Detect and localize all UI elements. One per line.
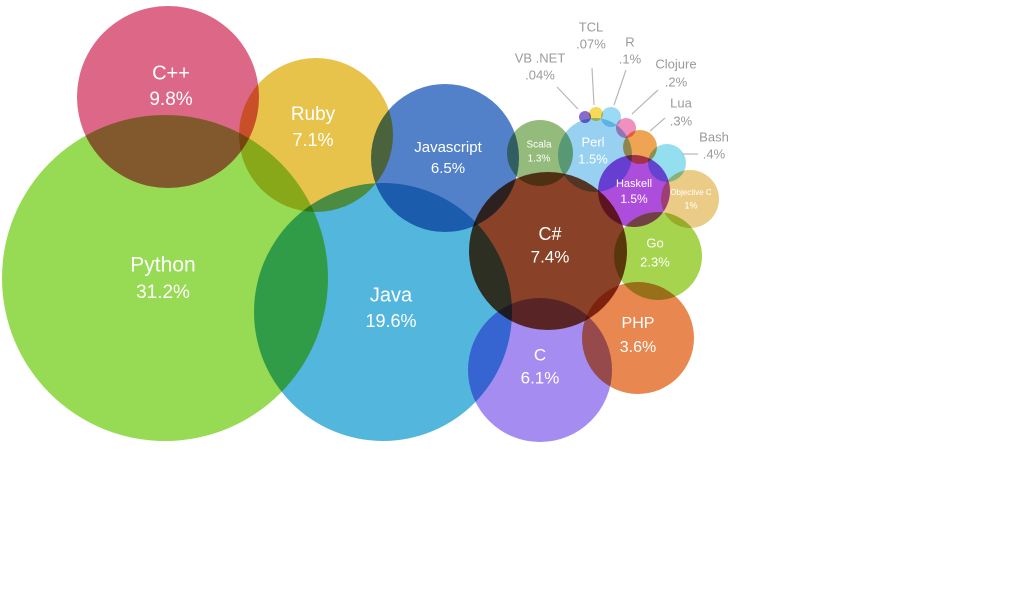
bubble-label-javascript: Javascript (414, 139, 482, 156)
bubble-label-c-plus-plus: C++ (152, 62, 190, 84)
bubble-label-haskell: Haskell (616, 178, 652, 190)
bubble-value-go: 2.3% (640, 254, 670, 269)
bubble-value-python: 31.2% (136, 282, 190, 303)
bubble-value-c: 6.1% (521, 368, 560, 387)
leader-line-r (613, 69, 627, 106)
bubble-value-c-plus-plus: 9.8% (149, 89, 192, 110)
bubble-bash (648, 144, 686, 182)
bubble-tcl (589, 107, 603, 121)
bubble-label-clojure: Clojure (655, 56, 696, 71)
bubble-php (582, 282, 694, 394)
bubble-java (254, 183, 512, 441)
bubble-label-go: Go (646, 235, 663, 250)
bubble-label-scala: Scala (526, 140, 551, 151)
bubble-value-perl: 1.5% (578, 151, 608, 166)
bubble-label-php: PHP (622, 315, 655, 332)
bubble-value-c-sharp: 7.4% (531, 247, 570, 266)
bubble-objective-c (661, 170, 719, 228)
bubble-value-lua: .3% (670, 113, 693, 128)
bubble-c (468, 298, 612, 442)
bubble-value-javascript: 6.5% (431, 160, 465, 177)
bubble-value-scala: 1.3% (528, 154, 551, 165)
bubble-label-r: R (625, 34, 634, 49)
leader-line-tcl (591, 67, 595, 106)
bubble-lua (623, 130, 657, 164)
leader-line-lua (649, 117, 666, 132)
bubble-javascript (371, 84, 519, 232)
bubble-c-plus-plus (77, 6, 259, 188)
bubble-value-vb-net: .04% (525, 67, 555, 82)
bubble-vb-net (579, 111, 591, 123)
bubble-scala (507, 120, 573, 186)
bubble-label-vb-net: VB .NET (515, 50, 566, 65)
bubble-value-clojure: .2% (665, 74, 688, 89)
bubble-label-objective-c: Objective C (670, 188, 712, 197)
bubble-r (601, 107, 621, 127)
bubble-label-perl: Perl (581, 134, 604, 149)
bubble-label-ruby: Ruby (291, 104, 336, 125)
leader-line-clojure (631, 89, 659, 115)
bubble-value-bash: .4% (703, 146, 726, 161)
bubble-value-r: .1% (619, 51, 642, 66)
bubble-label-lua: Lua (670, 95, 692, 110)
bubble-label-bash: Bash (699, 129, 729, 144)
bubble-value-tcl: .07% (576, 36, 606, 51)
labels-layer: Python 31.2% Java 19.6% C++ 9.8% Ruby 7.1% Javas… (130, 19, 729, 387)
bubble-label-c-sharp: C# (538, 224, 561, 244)
bubble-label-c: C (534, 345, 546, 364)
bubble-label-tcl: TCL (579, 19, 604, 34)
bubble-ruby (239, 58, 393, 212)
bubble-label-python: Python (130, 254, 195, 277)
bubble-clojure (616, 118, 636, 138)
bubbles-layer (2, 6, 719, 442)
bubble-value-java: 19.6% (365, 311, 416, 331)
bubble-value-php: 3.6% (620, 339, 656, 356)
leader-line-vb-net (556, 86, 579, 110)
bubble-python (2, 115, 328, 441)
bubble-value-haskell: 1.5% (620, 192, 648, 206)
bubble-c-sharp (469, 172, 627, 330)
bubble-go (614, 212, 702, 300)
bubble-value-ruby: 7.1% (292, 130, 333, 150)
bubble-value-objective-c: 1% (684, 200, 697, 210)
leader-lines-layer (556, 67, 698, 155)
bubble-label-java: Java (370, 284, 413, 306)
